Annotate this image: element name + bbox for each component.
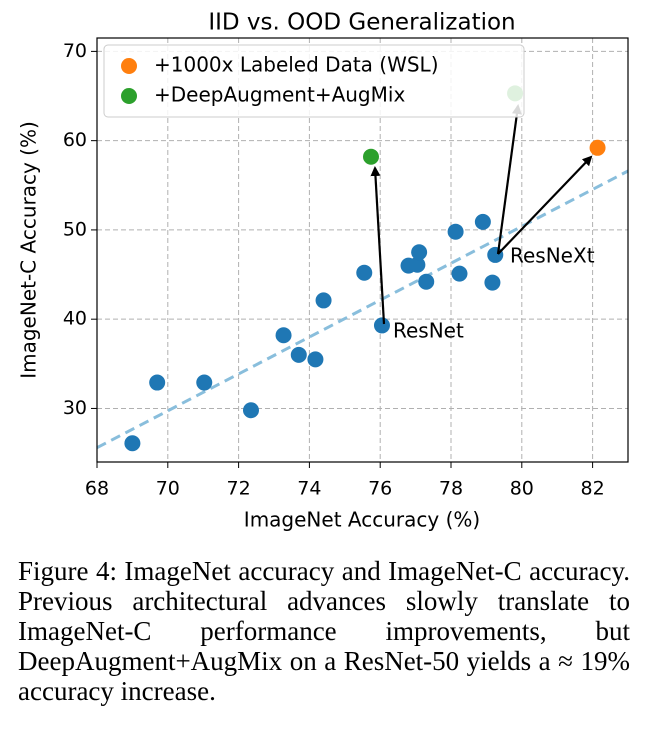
legend-box — [103, 44, 525, 118]
x-tick-label: 72 — [227, 478, 251, 500]
point — [451, 265, 468, 282]
annotation: ResNeXt — [510, 244, 595, 268]
point — [409, 256, 426, 273]
x-tick-label: 80 — [510, 478, 534, 500]
x-axis-label: ImageNet Accuracy (%) — [244, 508, 480, 532]
arrow — [496, 104, 522, 255]
plot-frame — [96, 37, 629, 463]
point — [290, 346, 307, 363]
chart-title: IID vs. OOD Generalization — [208, 10, 515, 36]
point — [275, 327, 292, 344]
point — [589, 139, 606, 156]
point — [484, 274, 501, 291]
arrow — [497, 155, 593, 255]
x-tick-label: 70 — [156, 478, 180, 500]
x-tick-label: 76 — [368, 478, 392, 500]
point — [315, 292, 332, 309]
x-tick-label: 68 — [85, 478, 109, 500]
x-tick-label: 82 — [581, 478, 605, 500]
x-tick-label: 74 — [297, 478, 321, 500]
y-tick-label: 60 — [63, 129, 87, 151]
y-tick-label: 30 — [63, 397, 87, 419]
legend-label: +1000x Labeled Data (WSL) — [154, 53, 439, 77]
chart: IID vs. OOD Generalization ImageNet Accu… — [17, 10, 629, 532]
point — [307, 351, 324, 368]
point — [411, 244, 428, 261]
point — [356, 264, 373, 281]
y-tick-label: 40 — [63, 308, 87, 330]
point — [196, 374, 213, 391]
annotation: ResNet — [393, 319, 464, 343]
point — [487, 246, 504, 263]
y-tick-label: 70 — [63, 40, 87, 62]
x-tick-label: 78 — [439, 478, 463, 500]
point — [362, 148, 379, 165]
point — [474, 213, 491, 230]
legend-label: +DeepAugment+AugMix — [154, 83, 405, 107]
y-axis-label: ImageNet-C Accuracy (%) — [17, 121, 41, 379]
point — [373, 317, 390, 334]
point — [124, 435, 141, 452]
caption: Figure 4: ImageNet accuracy and ImageNet… — [18, 556, 630, 706]
point — [447, 223, 464, 240]
annotation-arrows — [370, 104, 593, 325]
legend-marker — [121, 88, 137, 104]
trend-line — [96, 169, 629, 450]
arrow — [370, 166, 386, 325]
point — [418, 273, 435, 290]
point — [242, 402, 259, 419]
legend-marker — [121, 58, 137, 74]
point — [149, 374, 166, 391]
y-tick-label: 50 — [63, 218, 87, 240]
